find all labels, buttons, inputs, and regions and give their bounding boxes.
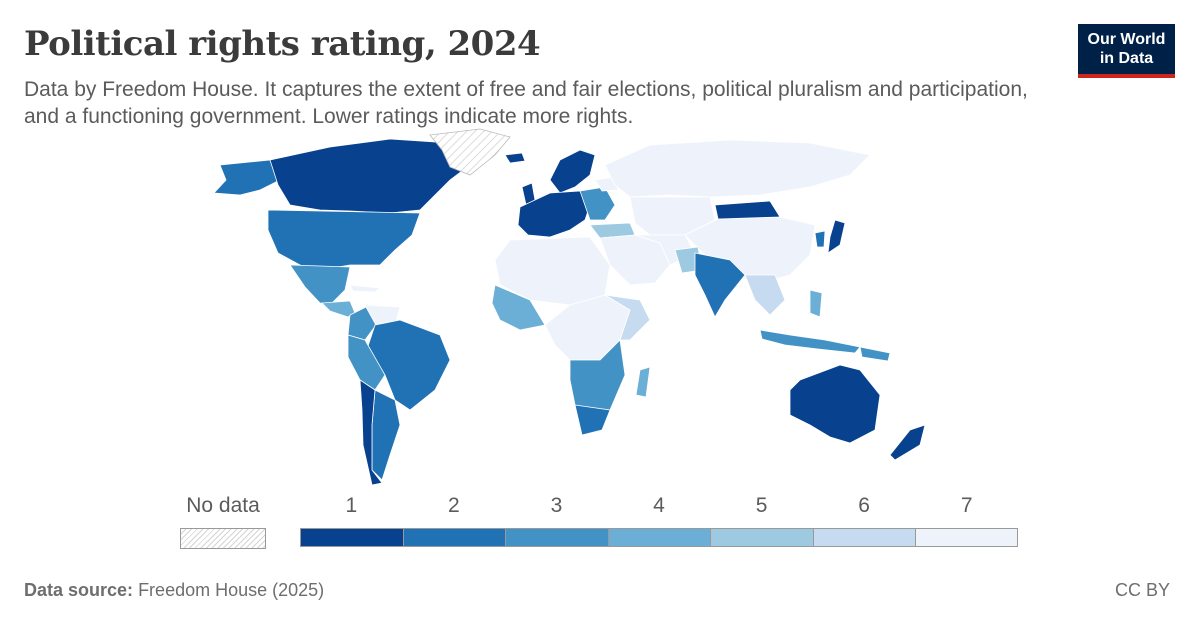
region-india[interactable] [694,252,746,318]
region-korea[interactable] [814,230,826,248]
legend-swatch-1[interactable] [300,528,404,547]
region-colombia[interactable] [347,306,377,341]
region-png[interactable] [859,346,891,362]
legend-no-data-label: No data [186,494,260,517]
legend-swatch-3[interactable] [505,528,609,547]
region-east-africa[interactable] [604,294,651,341]
region-chile[interactable] [359,379,383,486]
region-indonesia[interactable] [759,329,861,354]
legend-label-2: 2 [448,494,460,517]
data-source: Data source: Freedom House (2025) [24,580,324,601]
region-russia[interactable] [604,139,871,198]
legend-label-7: 7 [960,494,973,517]
data-source-link[interactable]: Freedom House (2025) [138,580,325,600]
chart-title: Political rights rating, 2024 [24,24,541,64]
region-greenland[interactable] [429,128,511,176]
legend-swatch-2[interactable] [402,528,507,547]
region-south-africa[interactable] [574,404,611,436]
region-new-zealand[interactable] [889,424,926,461]
world-map [150,125,1050,495]
region-cuba[interactable] [349,284,382,293]
region-scandinavia[interactable] [549,149,596,194]
logo-line-2: in Data [1099,50,1154,67]
legend-swatch-6[interactable] [812,528,917,547]
region-philippines[interactable] [809,289,823,318]
region-australia[interactable] [789,364,881,444]
region-southeast-asia[interactable] [744,274,786,316]
region-argentina[interactable] [371,389,401,481]
legend-no-data-swatch [180,528,266,549]
region-western-europe[interactable] [517,190,591,238]
data-source-label: Data source: [24,580,134,600]
legend-label-3: 3 [550,494,563,517]
owid-logo[interactable]: Our World in Data [1078,24,1175,78]
region-usa[interactable] [267,209,421,271]
legend-swatch-4[interactable] [607,528,712,547]
logo-line-1: Our World [1087,31,1166,48]
region-belarus[interactable] [594,176,619,192]
world-map-svg [213,128,926,486]
region-canada[interactable] [269,138,471,214]
legend-label-1: 1 [345,494,358,517]
chart-subtitle: Data by Freedom House. It captures the e… [24,78,1028,128]
region-west-africa[interactable] [491,284,546,331]
region-mexico[interactable] [289,264,351,306]
legend-label-6: 6 [858,494,870,517]
license-link[interactable]: CC BY [1114,580,1170,600]
legend-swatch-7[interactable] [915,528,1018,547]
region-madagascar[interactable] [635,366,651,398]
map-legend: No data 1 2 3 4 5 6 7 [180,494,1020,554]
legend-swatch-5[interactable] [710,528,814,547]
region-iceland[interactable] [504,152,526,164]
legend-label-5: 5 [755,494,768,517]
region-japan[interactable] [827,219,846,254]
region-alaska[interactable] [213,159,281,196]
legend-label-4: 4 [653,494,665,517]
